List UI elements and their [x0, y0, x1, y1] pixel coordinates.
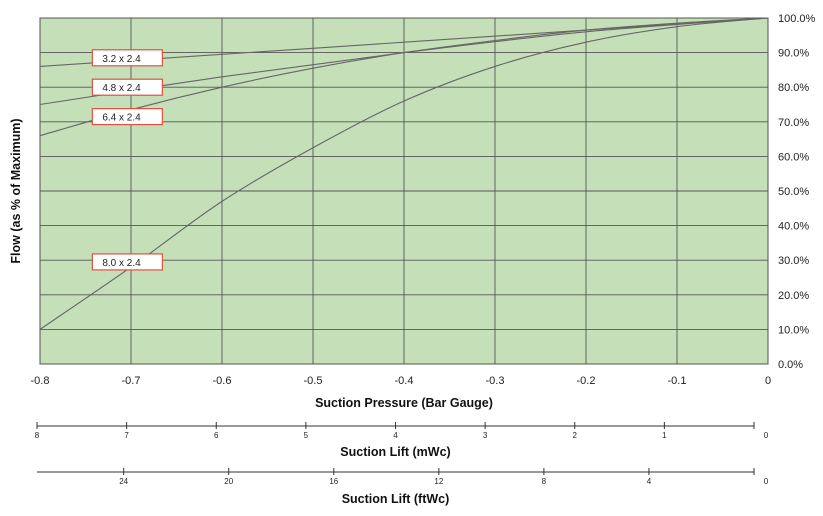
series-label-box [91, 108, 163, 126]
series-label: 6.4 x 2.4 [102, 113, 141, 124]
secondary-axis-tick-label: 0 [764, 431, 769, 440]
series-line [39, 17, 769, 330]
y-axis-title: Flow (as % of Maximum) [9, 118, 23, 263]
series-label-box [91, 78, 163, 96]
y-tick-label: 90.0% [778, 48, 809, 60]
y-tick-label: 80.0% [778, 82, 809, 94]
secondary-axis-tick-label: 8 [35, 431, 40, 440]
y-tick-labels: 0.0% 10.0% 20.0% 30.0% 40.0% 50.0% 60.0% 70.0% 8… [778, 13, 816, 371]
secondary-axis-tick-label: 6 [214, 431, 219, 440]
secondary-axis-title: Suction Lift (mWc) [340, 445, 450, 459]
series-label: 8.0 x 2.4 [102, 258, 141, 269]
y-tick-label: 0.0% [778, 359, 803, 371]
y-tick-label: 60.0% [778, 151, 809, 163]
secondary-axis-tick-label: 24 [119, 477, 128, 486]
secondary-axis-tick-label: 0 [764, 477, 769, 486]
secondary-axis-tick-label: 4 [393, 431, 398, 440]
y-tick-label: 20.0% [778, 290, 809, 302]
x-tick-label: -0.4 [395, 375, 414, 387]
secondary-axis-tick-label: 5 [304, 431, 309, 440]
x-tick-labels: -0.8 -0.7 -0.6 -0.5 -0.4 -0.3 -0.2 -0.1 0 [31, 375, 772, 387]
secondary-axis-title: Suction Lift (ftWc) [342, 492, 450, 506]
x-tick-label: -0.8 [31, 375, 50, 387]
secondary-axis-tick-label: 4 [647, 477, 652, 486]
secondary-axis-tick-label: 7 [124, 431, 129, 440]
x-tick-label: -0.1 [668, 375, 687, 387]
secondary-axis-tick-label: 2 [573, 431, 578, 440]
series-label-box [91, 253, 163, 271]
secondary-axis-tick-label: 16 [329, 477, 338, 486]
secondary-axis-tick-label: 12 [434, 477, 443, 486]
x-tick-label: -0.6 [213, 375, 232, 387]
x-tick-label: -0.3 [486, 375, 505, 387]
series-label-box [91, 49, 163, 67]
secondary-axis-tick-label: 20 [224, 477, 233, 486]
series-label: 3.2 x 2.4 [102, 54, 141, 65]
x-tick-label: -0.5 [304, 375, 323, 387]
secondary-axis-tick-label: 1 [662, 431, 667, 440]
series-labels: 3.2 x 2.4 4.8 x 2.4 6.4 x 2.4 8.0 x 2.4 [91, 49, 163, 271]
series-line [39, 17, 769, 137]
y-tick-label: 30.0% [778, 255, 809, 267]
x-tick-label: -0.2 [577, 375, 596, 387]
y-tick-label: 10.0% [778, 324, 809, 336]
x-tick-label: 0 [765, 375, 771, 387]
y-tick-label: 50.0% [778, 186, 809, 198]
secondary-axis-tick-label: 8 [542, 477, 547, 486]
x-tick-label: -0.7 [122, 375, 141, 387]
secondary-axes: 8 7 6 5 4 3 2 1 0 Suction Lift (mWc) 24 20 16 12 8 4 0 Su… [35, 422, 769, 506]
series-label: 4.8 x 2.4 [102, 83, 141, 94]
x-axis-title: Suction Pressure (Bar Gauge) [315, 396, 493, 410]
y-tick-label: 100.0% [778, 13, 816, 25]
secondary-axis-tick-label: 3 [483, 431, 488, 440]
y-tick-label: 70.0% [778, 117, 809, 129]
y-tick-label: 40.0% [778, 221, 809, 233]
